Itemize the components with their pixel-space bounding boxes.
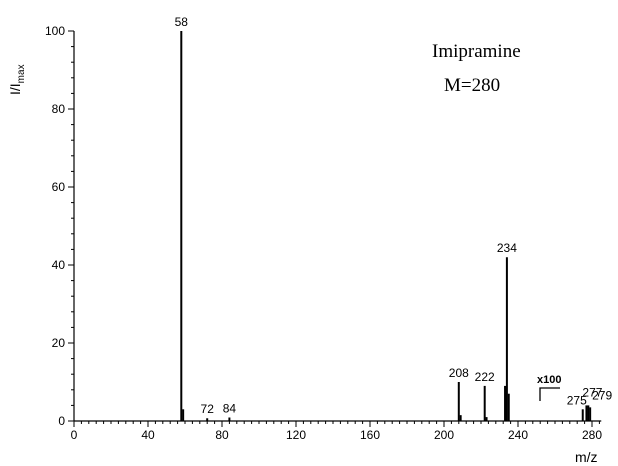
- y-tick-label: 0: [58, 414, 65, 428]
- y-tick-label: 80: [52, 102, 66, 116]
- peak-label: 208: [449, 366, 469, 380]
- y-tick-label: 60: [52, 180, 66, 194]
- y-axis-title-sub: max: [16, 64, 27, 83]
- y-axis-title-main: I/I: [7, 83, 23, 95]
- peaks: [180, 31, 592, 421]
- scale-annotation: x100: [537, 374, 561, 401]
- x-tick-label: 160: [360, 428, 380, 442]
- x-tick-label: 120: [286, 428, 306, 442]
- x-tick-label: 240: [508, 428, 528, 442]
- x-axis-title: m/z: [575, 449, 598, 465]
- y-tick-label: 40: [52, 258, 66, 272]
- x-tick-label: 280: [582, 428, 602, 442]
- x-tick-label: 80: [215, 428, 229, 442]
- axes: 0 20 40 60 80 100 0 40 80 120 160 200 240 280: [45, 24, 602, 442]
- x-tick-label: 200: [434, 428, 454, 442]
- peak-label: 275: [567, 393, 587, 407]
- y-axis-title: I/Imax: [7, 64, 27, 95]
- peak-label: 234: [497, 241, 517, 255]
- scale-bracket: [539, 387, 560, 401]
- peak-label: 277: [582, 385, 602, 399]
- x-tick-label: 0: [71, 428, 78, 442]
- peak-label: 279: [592, 388, 612, 402]
- y-tick-label: 20: [52, 336, 66, 350]
- peak-label: 58: [175, 15, 189, 29]
- x-tick-label: 40: [141, 428, 155, 442]
- molecular-mass: M=280: [444, 75, 500, 96]
- scale-label: x100: [537, 374, 561, 386]
- peak-label: 222: [475, 370, 495, 384]
- peak-label: 72: [201, 402, 215, 416]
- peak-label: 84: [223, 401, 237, 415]
- y-tick-label: 100: [45, 24, 65, 38]
- compound-name: Imipramine: [432, 41, 521, 62]
